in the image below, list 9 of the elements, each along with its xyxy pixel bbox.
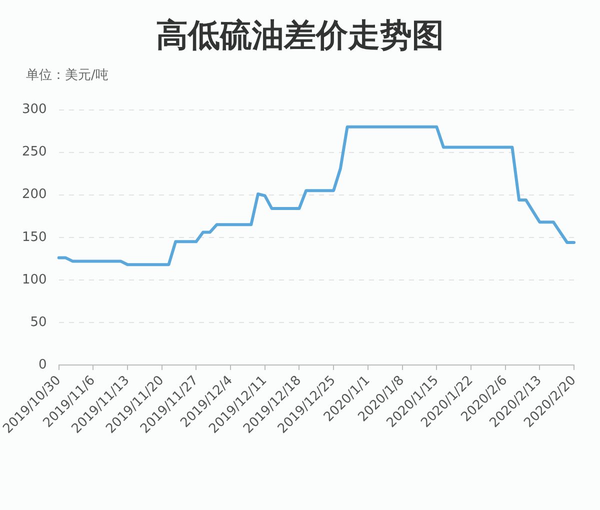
y-tick-label: 0 — [38, 357, 47, 372]
y-tick-label: 150 — [22, 230, 47, 245]
y-tick-label: 50 — [30, 314, 47, 330]
chart-title: 高低硫油差价走势图 — [155, 15, 445, 56]
y-tick-label: 200 — [22, 187, 47, 202]
y-tick-label: 250 — [22, 144, 47, 160]
y-tick-label: 100 — [22, 272, 47, 288]
y-axis-title: 单位：美元/吨 — [26, 67, 108, 84]
y-tick-label: 300 — [22, 102, 47, 118]
